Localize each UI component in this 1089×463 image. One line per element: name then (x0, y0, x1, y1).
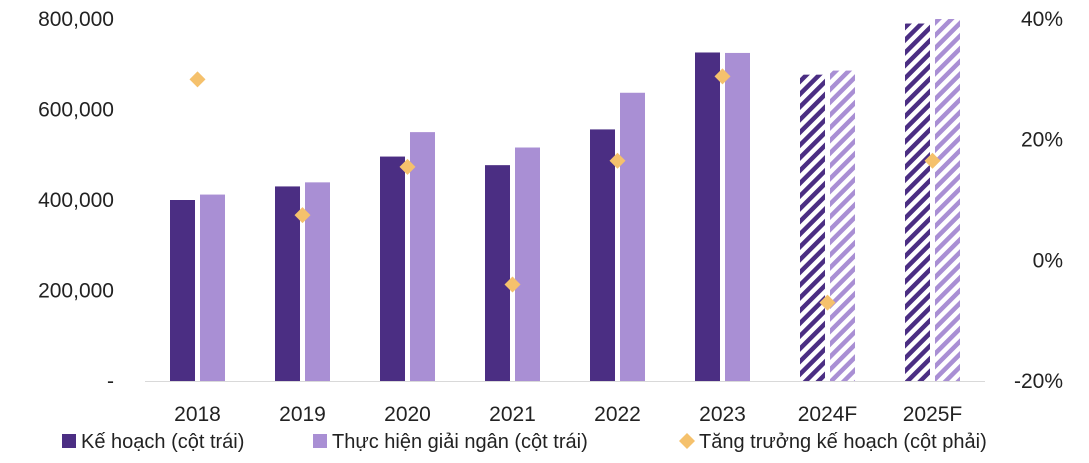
bar-ke-hoach-2020 (380, 156, 405, 381)
marker-tang-truong-2020 (399, 158, 416, 175)
legend-item-1: Kế hoạch (cột trái) (62, 431, 244, 453)
legend-label: Tăng trưởng kế hoạch (cột phải) (699, 431, 987, 453)
x-axis-label-2024F: 2024F (798, 403, 858, 426)
legend-swatch (679, 433, 695, 449)
marker-tang-truong-2019 (294, 207, 311, 224)
x-axis-label-2022: 2022 (594, 403, 641, 426)
bar-ke-hoach-2022 (590, 129, 615, 381)
marker-tang-truong-2024F (819, 294, 836, 311)
bar-thuc-hien-2023 (725, 52, 750, 381)
right-axis-tick-label: 20% (1021, 129, 1063, 152)
left-axis-tick-label: - (107, 370, 114, 393)
marker-tang-truong-2023 (714, 68, 731, 85)
marker-tang-truong-2022 (609, 152, 626, 169)
growth-markers (189, 68, 941, 311)
left-axis-tick-label: 200,000 (38, 280, 114, 303)
bar-ke-hoach-2023 (695, 52, 720, 382)
x-axis-label-2019: 2019 (279, 403, 326, 426)
left-axis-tick-label: 600,000 (38, 99, 114, 122)
bar-thuc-hien-2021 (515, 147, 540, 381)
right-axis-tick-label: -20% (1014, 370, 1063, 393)
x-axis-label-2023: 2023 (699, 403, 746, 426)
bar-thuc-hien-2018 (200, 194, 225, 381)
bar-thuc-hien-2020 (410, 132, 435, 381)
bar-ke-hoach-2021 (485, 165, 510, 381)
marker-tang-truong-2025F (924, 152, 941, 169)
legend-item-3: Tăng trưởng kế hoạch (cột phải) (679, 431, 987, 453)
bar-thuc-hien-2022 (620, 92, 645, 381)
legend-swatch (62, 434, 76, 448)
right-axis-tick-label: 0% (1033, 249, 1063, 272)
bar-thuc-hien-2025F (935, 19, 960, 381)
left-axis-ticks: - 200,000 400,000 600,000 800,000 (38, 8, 114, 393)
legend-swatch (313, 434, 327, 448)
legend: Kế hoạch (cột trái) Thực hiện giải ngân (… (62, 431, 987, 453)
x-axis-label-2025F: 2025F (903, 403, 963, 426)
x-axis-label-2018: 2018 (174, 403, 221, 426)
left-axis-tick-label: 800,000 (38, 8, 114, 31)
legend-item-2: Thực hiện giải ngân (cột trái) (313, 431, 588, 453)
x-axis-label-2021: 2021 (489, 403, 536, 426)
bar-thuc-hien-2019 (305, 182, 330, 381)
left-axis-tick-label: 400,000 (38, 189, 114, 212)
right-axis-tick-label: 40% (1021, 8, 1063, 31)
marker-tang-truong-2021 (504, 276, 521, 293)
marker-tang-truong-2018 (189, 71, 206, 88)
x-axis-label-2020: 2020 (384, 403, 431, 426)
right-axis-ticks: -20% 0% 20% 40% (1014, 8, 1063, 393)
bar-ke-hoach-2024F (800, 74, 825, 381)
legend-label: Thực hiện giải ngân (cột trái) (332, 431, 588, 453)
bar-ke-hoach-2019 (275, 186, 300, 381)
bar-thuc-hien-2024F (830, 70, 855, 382)
bars (170, 19, 960, 382)
x-axis-labels: 2018 2019 2020 2021 2022 2023 2024F 2025F (174, 403, 962, 426)
bar-ke-hoach-2018 (170, 200, 195, 381)
legend-label: Kế hoạch (cột trái) (81, 431, 244, 453)
bar-ke-hoach-2025F (905, 23, 930, 382)
